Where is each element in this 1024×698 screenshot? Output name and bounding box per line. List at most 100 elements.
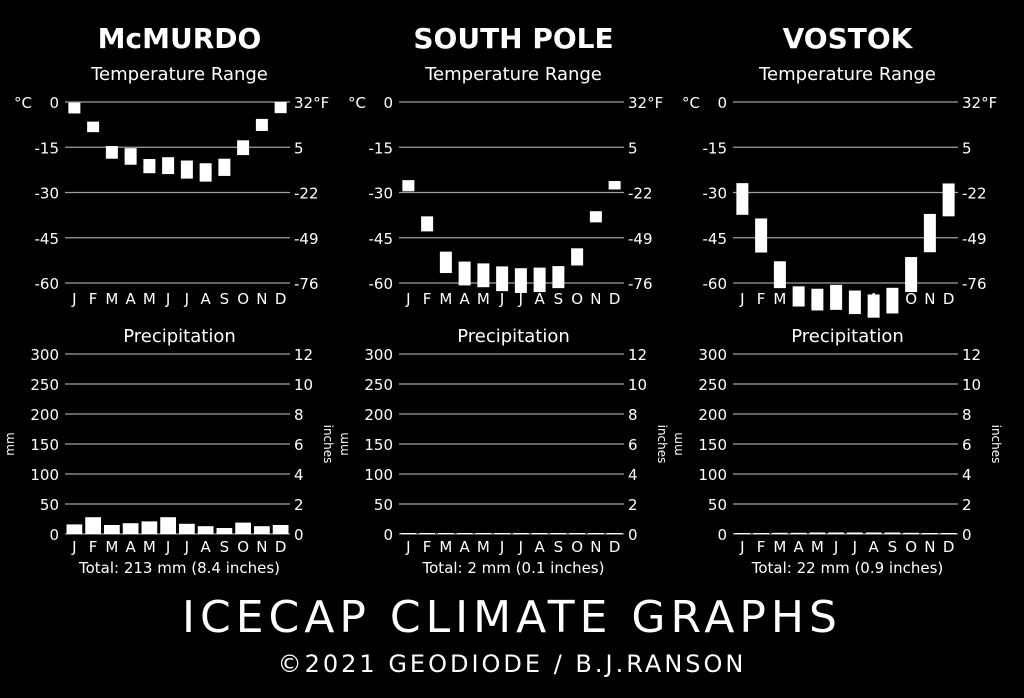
precip-tick-left: 200	[364, 406, 393, 424]
temp-month-label: M	[477, 290, 490, 308]
temp-tick-left: -60	[703, 275, 728, 293]
temperature-subtitle: Temperature Range	[758, 64, 936, 85]
precip-bar	[940, 533, 957, 534]
precip-bar	[85, 517, 101, 534]
precip-bar	[884, 532, 901, 534]
precip-month-label: J	[405, 538, 410, 556]
precip-tick-left: 50	[374, 496, 393, 514]
temp-range-bar	[421, 216, 434, 232]
temp-range-bar	[923, 213, 936, 253]
precip-tick-left: 200	[698, 406, 727, 424]
precip-month-label: J	[518, 538, 523, 556]
temp-month-label: A	[534, 290, 545, 308]
precip-ylabel: mm	[671, 432, 685, 455]
celsius-unit: °C	[348, 94, 366, 112]
temp-tick-right: -49	[628, 230, 653, 248]
precip-bar	[922, 533, 938, 534]
precip-month-label: A	[125, 538, 136, 556]
precip-tick-right: 10	[294, 376, 313, 394]
station-panel: VOSTOK Temperature Range °C 0 32°F -15 5 -30 -22…	[671, 22, 1003, 577]
precip-month-label: F	[423, 538, 432, 556]
precip-month-label: N	[924, 538, 935, 556]
precip-month-label: F	[757, 538, 766, 556]
precip-tick-right: 8	[294, 406, 304, 424]
precip-month-label: S	[888, 538, 898, 556]
temp-tick-right: 5	[628, 139, 638, 157]
precip-bar	[122, 523, 139, 534]
temp-month-label: F	[757, 290, 766, 308]
precip-bar	[419, 533, 435, 534]
precip-month-label: J	[165, 538, 170, 556]
precip-month-label: F	[89, 538, 98, 556]
temp-range-bar	[589, 211, 602, 223]
temp-month-label: A	[793, 290, 804, 308]
station-panel: McMURDO Temperature Range °C 0 32°F -15 5 -30 -2…	[3, 22, 335, 577]
temp-tick-right: -49	[294, 230, 319, 248]
precip-bar	[400, 533, 417, 534]
precip-bar	[456, 533, 473, 534]
temp-tick-left: 0	[717, 94, 727, 112]
precip-month-label: J	[852, 538, 857, 556]
temp-month-label: S	[220, 290, 230, 308]
precip-bar	[254, 526, 270, 534]
precip-subtitle: Precipitation	[123, 326, 236, 347]
temp-tick-right: -76	[294, 275, 319, 293]
precip-ylabel-right: inches	[655, 425, 669, 464]
temp-tick-right: 32°F	[628, 94, 663, 112]
temp-range-bar	[867, 294, 880, 318]
precip-month-label: J	[499, 538, 504, 556]
precip-month-label: N	[590, 538, 601, 556]
station-title: SOUTH POLE	[413, 22, 613, 55]
temp-month-label: D	[609, 290, 621, 308]
temp-range-bar	[68, 102, 81, 114]
temp-tick-right: 32°F	[294, 94, 329, 112]
temp-tick-right: 5	[962, 139, 972, 157]
temp-range-bar	[905, 257, 918, 293]
temp-month-label: J	[71, 290, 76, 308]
precip-tick-right: 12	[294, 346, 313, 364]
temp-month-label: J	[518, 290, 523, 308]
station-panel: SOUTH POLE Temperature Range °C 0 32°F -15 5 -3…	[337, 22, 669, 577]
temp-month-label: M	[811, 290, 824, 308]
temp-range-bar	[736, 183, 749, 215]
temp-range-bar	[199, 163, 212, 182]
temp-range-bar	[255, 118, 268, 131]
temp-month-label: N	[924, 290, 935, 308]
temp-range-bar	[533, 267, 546, 293]
temp-month-label: F	[423, 290, 432, 308]
precip-month-label: J	[739, 538, 744, 556]
temp-range-bar	[755, 218, 768, 253]
temp-month-label: N	[256, 290, 267, 308]
precip-tick-left: 100	[30, 466, 59, 484]
precip-bar	[790, 532, 807, 534]
temp-month-label: J	[739, 290, 744, 308]
precip-tick-right: 8	[628, 406, 638, 424]
temp-range-bar	[237, 140, 250, 156]
precip-tick-left: 150	[364, 436, 393, 454]
temp-range-bar	[274, 102, 287, 114]
precip-tick-left: 0	[383, 526, 393, 544]
temp-tick-right: -49	[962, 230, 987, 248]
temperature-subtitle: Temperature Range	[90, 64, 268, 85]
temp-tick-right: -76	[962, 275, 987, 293]
temp-tick-left: -60	[369, 275, 394, 293]
precip-bar	[160, 517, 176, 534]
station-title: VOSTOK	[783, 22, 914, 55]
precip-month-label: N	[256, 538, 267, 556]
precip-bar	[753, 533, 769, 534]
precip-total: Total: 213 mm (8.4 inches)	[78, 559, 280, 577]
precip-month-label: S	[220, 538, 230, 556]
precip-bar	[216, 528, 233, 534]
temp-range-bar	[792, 286, 805, 307]
temp-range-bar	[942, 183, 955, 217]
precip-month-label: J	[833, 538, 838, 556]
temp-tick-left: -15	[703, 139, 728, 157]
precip-bar	[272, 525, 289, 534]
precip-tick-left: 50	[40, 496, 59, 514]
precip-bar	[513, 533, 529, 534]
precip-tick-left: 100	[698, 466, 727, 484]
main-title: ICECAP CLIMATE GRAPHS	[182, 592, 842, 643]
temp-month-label: A	[868, 290, 879, 308]
precip-bar	[606, 533, 623, 534]
temp-range-bar	[180, 160, 193, 179]
